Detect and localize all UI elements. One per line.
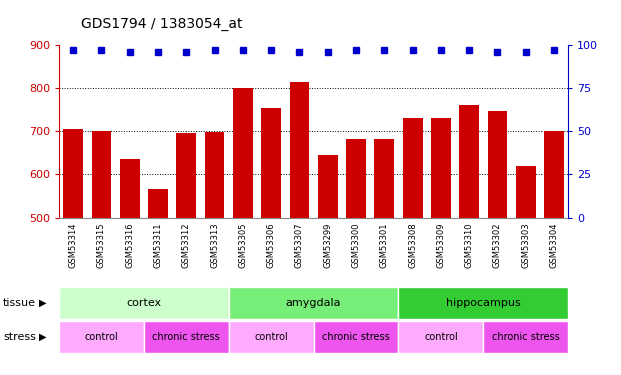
Bar xyxy=(318,155,338,218)
Text: GSM53304: GSM53304 xyxy=(550,223,558,268)
Text: chronic stress: chronic stress xyxy=(152,332,220,342)
Bar xyxy=(399,321,483,352)
Text: chronic stress: chronic stress xyxy=(322,332,390,342)
Bar xyxy=(229,321,314,352)
Text: cortex: cortex xyxy=(126,298,161,308)
Text: hippocampus: hippocampus xyxy=(446,298,521,308)
Text: chronic stress: chronic stress xyxy=(492,332,560,342)
Text: GSM53300: GSM53300 xyxy=(351,223,361,268)
Bar xyxy=(91,131,111,218)
Text: GSM53306: GSM53306 xyxy=(266,223,276,268)
Bar xyxy=(233,88,253,218)
Text: control: control xyxy=(254,332,288,342)
Text: GSM53308: GSM53308 xyxy=(408,223,417,268)
Text: GSM53302: GSM53302 xyxy=(493,223,502,268)
Bar xyxy=(460,105,479,218)
Bar xyxy=(289,82,309,218)
Text: GSM53316: GSM53316 xyxy=(125,223,134,268)
Bar xyxy=(229,287,399,319)
Bar xyxy=(402,118,422,218)
Text: GSM53299: GSM53299 xyxy=(324,223,332,268)
Text: amygdala: amygdala xyxy=(286,298,342,308)
Text: GSM53307: GSM53307 xyxy=(295,223,304,268)
Text: ▶: ▶ xyxy=(39,332,47,342)
Text: control: control xyxy=(84,332,119,342)
Text: ▶: ▶ xyxy=(39,298,47,308)
Bar xyxy=(120,159,140,218)
Bar xyxy=(346,139,366,218)
Bar xyxy=(544,131,564,218)
Text: GSM53301: GSM53301 xyxy=(380,223,389,268)
Bar xyxy=(516,166,536,218)
Bar xyxy=(59,321,144,352)
Text: GSM53310: GSM53310 xyxy=(465,223,474,268)
Bar xyxy=(261,108,281,218)
Bar xyxy=(374,139,394,218)
Text: GSM53315: GSM53315 xyxy=(97,223,106,268)
Bar xyxy=(483,321,568,352)
Text: GSM53311: GSM53311 xyxy=(153,223,163,268)
Text: control: control xyxy=(424,332,458,342)
Text: stress: stress xyxy=(3,332,36,342)
Bar xyxy=(148,189,168,217)
Text: GSM53312: GSM53312 xyxy=(182,223,191,268)
Bar xyxy=(431,118,451,218)
Bar xyxy=(314,321,399,352)
Bar xyxy=(399,287,568,319)
Text: GSM53305: GSM53305 xyxy=(238,223,247,268)
Bar xyxy=(487,111,507,218)
Text: GSM53313: GSM53313 xyxy=(210,223,219,268)
Text: tissue: tissue xyxy=(3,298,36,308)
Bar xyxy=(176,134,196,218)
Text: GDS1794 / 1383054_at: GDS1794 / 1383054_at xyxy=(81,17,242,31)
Bar xyxy=(59,287,229,319)
Bar xyxy=(144,321,229,352)
Text: GSM53309: GSM53309 xyxy=(437,223,445,268)
Text: GSM53303: GSM53303 xyxy=(521,223,530,268)
Bar xyxy=(63,129,83,218)
Text: GSM53314: GSM53314 xyxy=(69,223,78,268)
Bar xyxy=(205,132,225,218)
